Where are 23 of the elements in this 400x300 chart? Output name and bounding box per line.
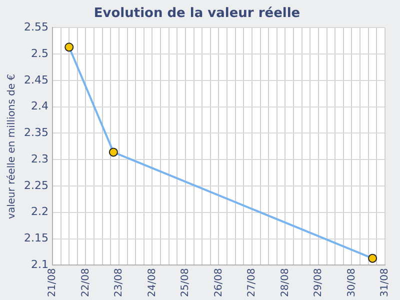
y-tick-label: 2.25 — [24, 178, 48, 192]
x-tick-label: 25/08 — [180, 268, 192, 298]
chart-title: Evolution de la valeur réelle — [94, 6, 300, 22]
x-tick-label: 29/08 — [313, 268, 324, 298]
y-tick-label: 2.2 — [30, 205, 48, 218]
x-tick-label: 24/08 — [146, 268, 158, 298]
y-tick-label: 2.55 — [24, 20, 48, 34]
x-tick-label: 26/08 — [213, 268, 224, 298]
x-tick-label: 30/08 — [346, 268, 358, 298]
y-tick-label: 2.5 — [30, 46, 48, 60]
y-tick-label: 2.1 — [30, 258, 48, 272]
x-tick-label: 28/08 — [280, 268, 291, 298]
x-tick-label: 31/08 — [380, 268, 391, 298]
y-tick-label: 2.3 — [30, 152, 48, 166]
x-tick-label: 21/08 — [47, 268, 58, 298]
y-tick-label: 2.45 — [24, 73, 48, 86]
y-tick-label: 2.4 — [30, 100, 48, 113]
x-tick-label: 22/08 — [80, 268, 92, 298]
y-tick-label: 2.35 — [24, 126, 48, 140]
x-tick-label: 23/08 — [114, 268, 125, 298]
y-tick-label: 2.15 — [24, 232, 48, 245]
x-tick-label: 27/08 — [246, 268, 258, 298]
y-axis-title: valeur réelle en millions de € — [6, 74, 18, 219]
